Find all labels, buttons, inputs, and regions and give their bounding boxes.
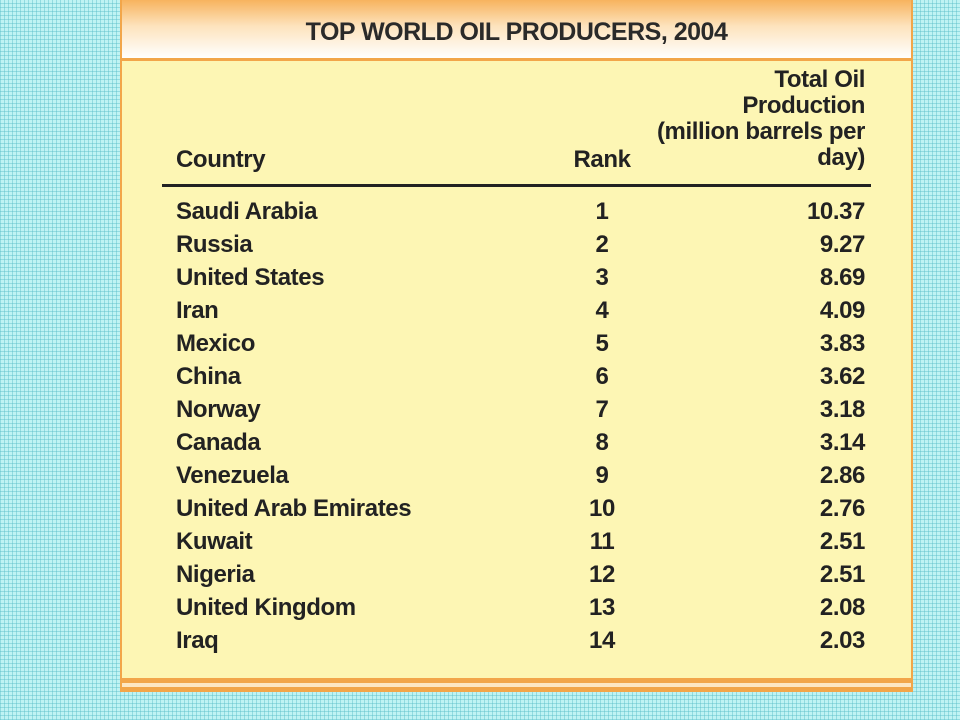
production-cell: 3.18 bbox=[819, 396, 866, 423]
country-cell: Russia bbox=[176, 231, 253, 258]
rank-cell: 10 bbox=[589, 495, 615, 522]
country-cell: Iraq bbox=[176, 627, 219, 654]
country-cell: Kuwait bbox=[176, 528, 253, 555]
rank-cell: 9 bbox=[595, 462, 609, 489]
country-cell: Canada bbox=[176, 429, 261, 456]
rank-cell: 5 bbox=[595, 330, 609, 357]
column-header: Rank bbox=[573, 146, 631, 173]
country-cell: Nigeria bbox=[176, 561, 255, 588]
country-cell: United States bbox=[176, 264, 325, 291]
header-rule bbox=[162, 184, 871, 187]
rank-cell: 12 bbox=[589, 561, 615, 588]
bottom-bar bbox=[122, 678, 911, 692]
rank-cell: 1 bbox=[595, 198, 609, 225]
production-cell: 2.86 bbox=[819, 462, 866, 489]
production-cell: 2.08 bbox=[819, 594, 866, 621]
title-band: TOP WORLD OIL PRODUCERS, 2004 bbox=[122, 0, 911, 61]
production-cell: 3.14 bbox=[819, 429, 866, 456]
country-cell: Mexico bbox=[176, 330, 255, 357]
country-cell: Iran bbox=[176, 297, 219, 324]
rank-cell: 2 bbox=[595, 231, 609, 258]
production-cell: 4.09 bbox=[819, 297, 866, 324]
column-header: Total Oil Production (million barrels pe… bbox=[656, 66, 865, 171]
rank-cell: 7 bbox=[595, 396, 609, 423]
production-cell: 9.27 bbox=[819, 231, 866, 258]
rank-cell: 8 bbox=[595, 429, 609, 456]
rank-cell: 6 bbox=[595, 363, 609, 390]
country-cell: China bbox=[176, 363, 241, 390]
country-cell: United Kingdom bbox=[176, 594, 356, 621]
table-panel: TOP WORLD OIL PRODUCERS, 2004 Country Ra… bbox=[120, 0, 913, 692]
country-cell: United Arab Emirates bbox=[176, 495, 412, 522]
rank-cell: 13 bbox=[589, 594, 615, 621]
table-title: TOP WORLD OIL PRODUCERS, 2004 bbox=[305, 18, 728, 46]
production-cell: 2.51 bbox=[819, 528, 866, 555]
production-cell: 3.62 bbox=[819, 363, 866, 390]
country-cell: Saudi Arabia bbox=[176, 198, 318, 225]
production-cell: 2.51 bbox=[819, 561, 866, 588]
production-cell: 2.76 bbox=[819, 495, 866, 522]
rank-cell: 11 bbox=[589, 528, 615, 555]
production-cell: 2.03 bbox=[819, 627, 866, 654]
country-cell: Venezuela bbox=[176, 462, 289, 489]
column-header: Country bbox=[176, 146, 266, 173]
production-cell: 3.83 bbox=[819, 330, 866, 357]
rank-cell: 14 bbox=[589, 627, 615, 654]
rank-cell: 3 bbox=[595, 264, 609, 291]
country-cell: Norway bbox=[176, 396, 261, 423]
rank-cell: 4 bbox=[595, 297, 609, 324]
production-cell: 10.37 bbox=[806, 198, 865, 225]
production-cell: 8.69 bbox=[819, 264, 866, 291]
